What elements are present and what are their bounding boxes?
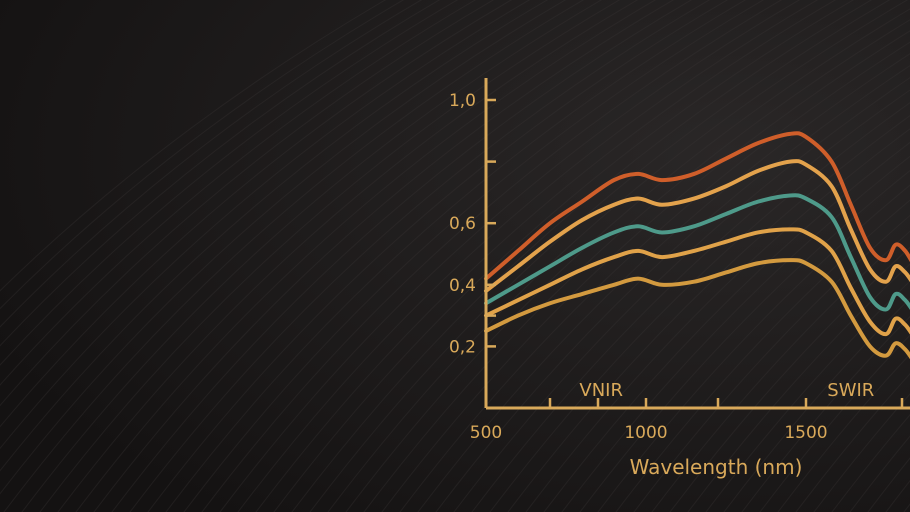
background-streak bbox=[0, 0, 477, 386]
background-streak bbox=[327, 0, 909, 512]
background-streak bbox=[525, 128, 910, 512]
background-streak bbox=[669, 246, 910, 512]
series-layer bbox=[484, 131, 910, 360]
background-streak bbox=[0, 0, 531, 450]
region-label: SWIR bbox=[827, 380, 874, 401]
background-streak bbox=[597, 184, 910, 512]
background-streak bbox=[723, 297, 910, 512]
tick-marks bbox=[484, 98, 904, 410]
background-streak bbox=[165, 0, 747, 512]
background-streak bbox=[219, 0, 801, 512]
background-streak bbox=[3, 0, 585, 512]
background-streak bbox=[93, 0, 675, 512]
background-streak bbox=[0, 0, 567, 495]
background-streak bbox=[363, 19, 910, 512]
background-streak bbox=[705, 280, 910, 512]
x-tick-label: 1500 bbox=[784, 423, 827, 443]
background-streak bbox=[111, 0, 693, 512]
background-streak bbox=[759, 334, 910, 512]
background-streak bbox=[579, 169, 910, 512]
x-tick-label: 1000 bbox=[624, 423, 667, 443]
background-streak bbox=[507, 115, 910, 512]
background-streak bbox=[417, 53, 910, 512]
background-streak bbox=[471, 89, 910, 512]
background-streak bbox=[0, 0, 387, 292]
background-streak bbox=[0, 0, 423, 328]
y-tick-label: 0,6 bbox=[449, 214, 476, 234]
background-streak bbox=[777, 353, 910, 512]
background-streak bbox=[849, 435, 910, 512]
background-streak bbox=[0, 0, 549, 472]
background-streak bbox=[147, 0, 729, 512]
background-streak bbox=[273, 0, 855, 512]
y-tick-label: 0,2 bbox=[449, 337, 476, 357]
axes bbox=[484, 78, 910, 410]
background-streak bbox=[201, 0, 783, 512]
x-axis-title: Wavelength (nm) bbox=[630, 455, 803, 479]
background-streak bbox=[21, 0, 603, 512]
background-streak bbox=[57, 0, 639, 512]
series-line-5 bbox=[484, 258, 910, 360]
background-streak bbox=[345, 8, 910, 512]
background-streak bbox=[0, 0, 405, 310]
series-line-2 bbox=[484, 159, 910, 293]
background-streak bbox=[0, 0, 459, 366]
background-streak bbox=[0, 0, 495, 407]
background-streak bbox=[39, 0, 621, 512]
background-streak bbox=[309, 0, 891, 512]
background-streak bbox=[129, 0, 711, 512]
background-streak bbox=[561, 155, 910, 512]
background-streak bbox=[687, 263, 910, 512]
background-streak bbox=[741, 315, 910, 512]
background-streak bbox=[75, 0, 657, 512]
series-line-4 bbox=[484, 227, 910, 337]
tick-labels: 1,00,60,40,2500100015002500VNIRSWIR bbox=[449, 91, 874, 443]
background-streak bbox=[0, 0, 441, 347]
background-streak bbox=[813, 393, 910, 512]
x-tick-label: 500 bbox=[470, 423, 502, 443]
y-tick-label: 0,4 bbox=[449, 276, 476, 296]
background-streak bbox=[615, 199, 910, 512]
background-streak bbox=[399, 41, 910, 512]
region-label: VNIR bbox=[579, 380, 623, 401]
background-streak bbox=[183, 0, 765, 512]
series-line-1 bbox=[484, 131, 910, 281]
background-streak bbox=[489, 102, 910, 512]
background-streak bbox=[795, 373, 910, 512]
y-tick-label: 1,0 bbox=[449, 91, 476, 111]
background-streak bbox=[543, 141, 910, 512]
background-streak bbox=[291, 0, 873, 512]
background-streak bbox=[237, 0, 819, 512]
background-streak bbox=[831, 414, 910, 512]
background-streak bbox=[453, 77, 910, 512]
background-streak bbox=[0, 0, 513, 428]
series-line-3 bbox=[484, 193, 910, 312]
